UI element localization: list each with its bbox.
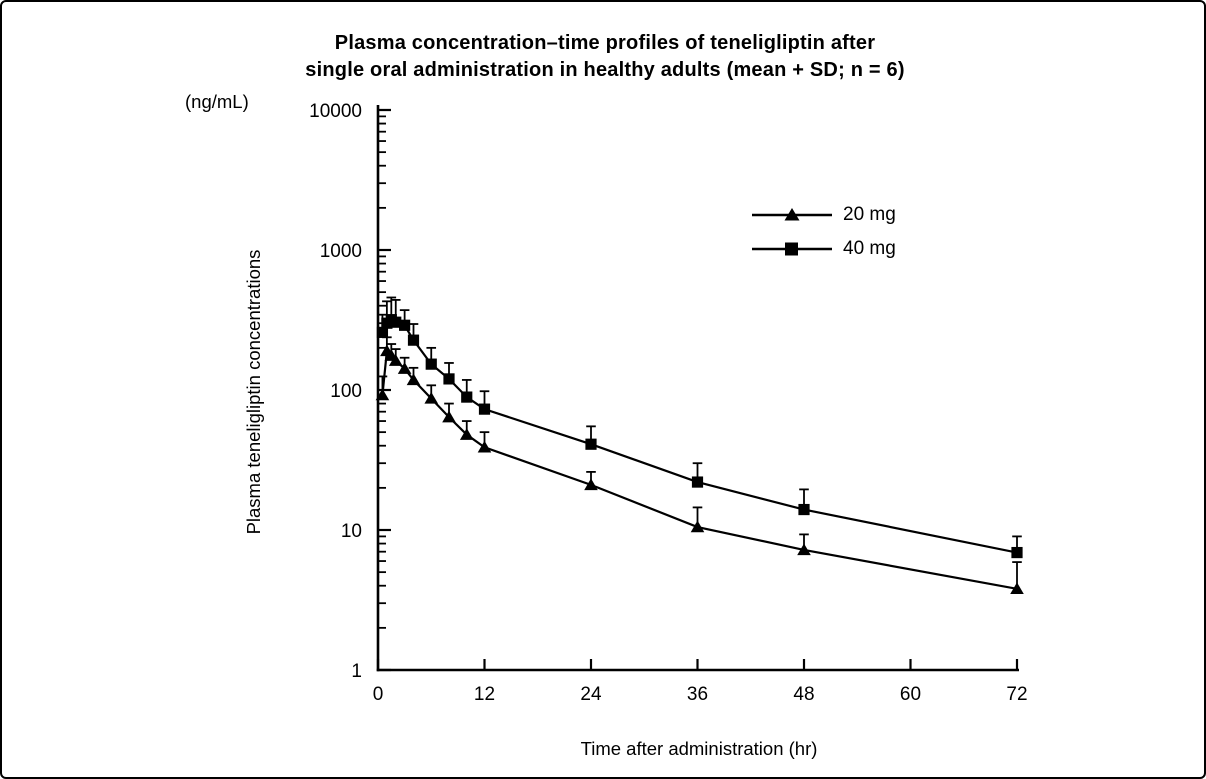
x-tick-label: 0 [373,684,384,705]
square-marker [798,503,810,516]
triangle-marker [388,354,403,366]
triangle-marker [1010,582,1024,595]
square-marker-icon [752,242,832,256]
triangle-marker [375,388,390,401]
triangle-marker [797,543,811,556]
legend-row-20mg: 20 mg [750,204,896,226]
x-tick-label: 48 [793,684,814,705]
square-marker [1011,546,1023,559]
chart-title-line1: Plasma concentration–time profiles of te… [334,32,876,54]
triangle-marker [424,391,439,404]
square-marker [399,319,411,331]
legend-label-20mg: 20 mg [843,204,896,225]
y-tick-label: 1 [351,661,362,682]
x-tick-label: 72 [1006,684,1027,705]
y-tick-label: 10000 [309,101,362,122]
y-axis: 1 10 100 1000 10000 [309,101,391,682]
triangle-marker [442,410,456,423]
chart-title: Plasma concentration–time profiles of te… [2,30,1204,84]
square-marker [691,476,704,488]
x-tick-label: 36 [687,684,708,705]
square-marker [478,403,491,415]
y-tick-label: 1000 [320,241,362,262]
y-tick-label: 100 [330,381,362,402]
x-tick-label: 60 [900,684,921,705]
series-line-20mg [381,348,1018,590]
square-marker [376,326,389,338]
square-marker [585,438,597,450]
legend-row-40mg: 40 mg [750,238,896,260]
square-marker [425,358,437,370]
x-tick-label: 24 [580,684,602,705]
x-tick-label: 12 [474,684,495,705]
triangle-marker [584,478,598,491]
square-marker [443,373,455,385]
y-axis-unit-label: (ng/mL) [185,91,249,112]
legend: 20 mg 40 mg [750,204,896,260]
x-axis: 0 12 24 36 48 60 72 [373,659,1028,705]
triangle-marker-icon [752,208,832,221]
legend-label-40mg: 40 mg [843,238,896,259]
x-axis-title: Time after administration (hr) [580,738,818,759]
square-marker [390,316,402,328]
triangle-marker [477,440,492,453]
series-40mg [376,296,1023,559]
square-marker [407,334,420,346]
chart-title-line2: single oral administration in healthy ad… [305,59,905,81]
triangle-marker [406,373,421,386]
triangle-marker [459,428,474,440]
square-marker [461,391,473,403]
triangle-marker [397,362,412,374]
y-tick-label: 10 [341,521,362,542]
triangle-marker [690,520,705,533]
series-20mg [375,336,1024,595]
series-line-40mg [381,318,1018,554]
